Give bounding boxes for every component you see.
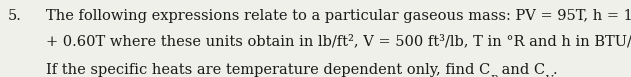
Text: P: P bbox=[490, 75, 497, 77]
Text: 5.: 5. bbox=[8, 9, 21, 23]
Text: and C: and C bbox=[497, 63, 545, 77]
Text: The following expressions relate to a particular gaseous mass: PV = 95T, h = 120: The following expressions relate to a pa… bbox=[46, 9, 631, 23]
Text: If the specific heats are temperature dependent only, find C: If the specific heats are temperature de… bbox=[46, 63, 490, 77]
Text: + 0.60T where these units obtain in lb/ft², V = 500 ft³/lb, T in °R and h in BTU: + 0.60T where these units obtain in lb/f… bbox=[46, 34, 631, 48]
Text: .: . bbox=[553, 63, 558, 77]
Text: V: V bbox=[545, 75, 553, 77]
